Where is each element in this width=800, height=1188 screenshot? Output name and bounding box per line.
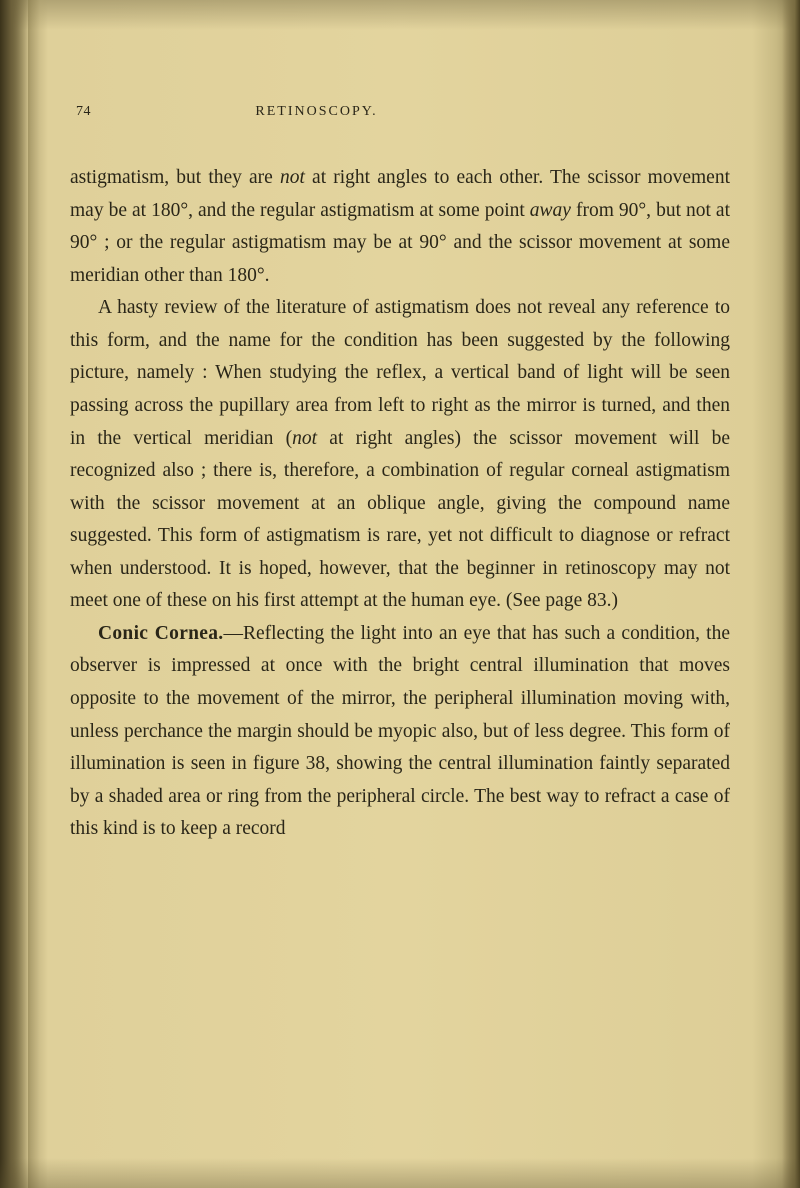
section-heading-conic-cornea: Conic Cornea. [98,623,223,644]
paragraph-1: astigmatism, but they are not at right a… [70,162,730,292]
body-text: astigmatism, but they are not at right a… [70,162,730,846]
page-header: 74 RETINOSCOPY. [70,104,730,120]
binding-shadow-light [28,0,48,1188]
page-top-shadow [0,0,800,30]
paragraph-2: A hasty review of the literature of asti… [70,292,730,618]
p2-italic-not: not [292,428,317,449]
page-content: 74 RETINOSCOPY. astigmatism, but they ar… [70,104,730,846]
p1-text-a: astigmatism, but they are [70,167,280,188]
paragraph-3: Conic Cornea.—Reflecting the light into … [70,618,730,846]
p1-italic-away: away [530,200,571,221]
p2-text-a: A hasty review of the literature of asti… [70,297,730,448]
p1-italic-not: not [280,167,305,188]
p2-text-b: at right angles) the scissor movement wi… [70,428,730,612]
binding-shadow-dark [0,0,28,1188]
page-number: 74 [76,104,91,120]
page-right-edge-shadow [782,0,800,1188]
p3-text: —Reflecting the light into an eye that h… [70,623,730,839]
page-bottom-shadow [0,1158,800,1188]
running-title: RETINOSCOPY. [255,104,377,120]
